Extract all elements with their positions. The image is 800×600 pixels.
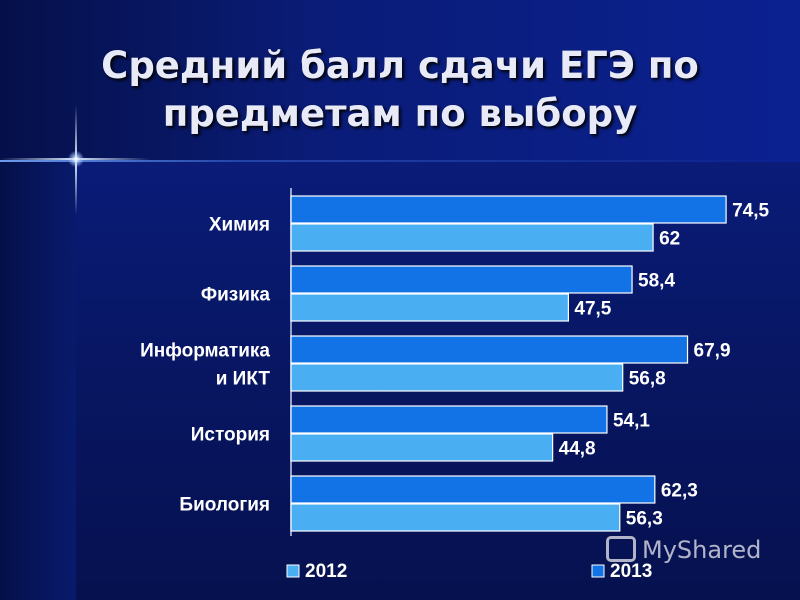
category-label-line: и ИКТ: [216, 369, 271, 390]
legend-label-2013: 2013: [610, 561, 652, 582]
category-label: Физика: [201, 285, 271, 306]
data-label-2013: 62,3: [661, 481, 698, 502]
legend-label-2012: 2012: [305, 561, 347, 582]
lens-flare-center: [68, 151, 84, 167]
title-band: [0, 0, 800, 162]
category-label-line: История: [191, 425, 270, 446]
bar-2012: [290, 503, 621, 532]
legend-swatch-2013: [591, 564, 605, 578]
slide-title-line-2: предметам по выбору: [162, 92, 638, 135]
bar-2013: [290, 195, 727, 224]
data-label-2013: 74,5: [732, 201, 769, 222]
data-label-2012: 44,8: [559, 439, 596, 460]
bar-2012: [290, 223, 654, 252]
bar-2012: [290, 433, 554, 462]
category-label: История: [191, 425, 270, 446]
category-label-line: Физика: [201, 285, 271, 306]
title-divider: [0, 160, 800, 162]
data-label-2013: 54,1: [613, 411, 650, 432]
left-column-decoration: [0, 162, 76, 600]
bar-2012: [290, 363, 624, 392]
slide-title-line-1: Средний балл сдачи ЕГЭ по: [101, 44, 699, 87]
data-label-2012: 56,3: [626, 509, 663, 530]
data-label-2012: 56,8: [629, 369, 666, 390]
bar-2013: [290, 405, 608, 434]
bar-2013: [290, 475, 656, 504]
bar-2013: [290, 335, 689, 364]
data-label-2012: 62: [659, 229, 680, 250]
slide-title: Средний балл сдачи ЕГЭ по предметам по в…: [60, 42, 740, 138]
category-label-line: Информатика: [140, 341, 270, 362]
legend-swatch-2012: [286, 564, 300, 578]
data-label-2013: 67,9: [694, 341, 731, 362]
data-label-2012: 47,5: [574, 299, 611, 320]
category-label: Информатика и ИКТ: [140, 341, 270, 390]
category-label: Химия: [209, 215, 270, 236]
category-label: Биология: [179, 495, 270, 516]
category-label-line: Биология: [179, 495, 270, 516]
category-label-line: Химия: [209, 215, 270, 236]
watermark-text: MyShared: [642, 536, 762, 564]
presentation-icon: [606, 536, 636, 562]
bar-2013: [290, 265, 633, 294]
watermark: MyShared: [606, 536, 761, 564]
data-label-2013: 58,4: [638, 271, 675, 292]
bar-2012: [290, 293, 569, 322]
